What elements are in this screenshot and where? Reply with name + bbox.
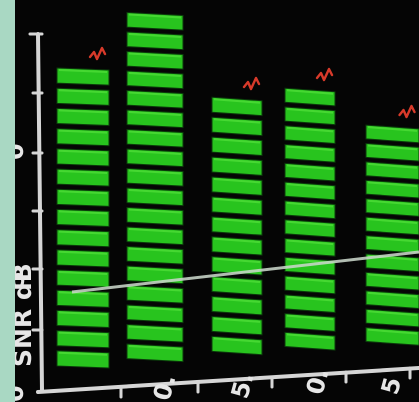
bar-segment-highlight	[367, 144, 418, 151]
bar-5	[365, 124, 419, 346]
x-axis-line	[36, 366, 419, 394]
segmented-bars	[56, 11, 419, 369]
bar-segment-highlight	[286, 277, 334, 283]
bar-segment-highlight	[213, 297, 261, 303]
bar-segment-highlight	[128, 228, 182, 233]
bar-segment-highlight	[213, 118, 261, 124]
bar-segment-highlight	[286, 107, 334, 114]
bar-segment-highlight	[367, 328, 418, 335]
bar-segment-highlight	[213, 317, 261, 323]
bar-segment-highlight	[367, 291, 418, 298]
peak-marker-icon	[242, 76, 261, 91]
reference-threshold-line	[71, 250, 419, 294]
vertical-axis	[28, 32, 44, 393]
bar-segment-highlight	[58, 250, 108, 255]
bar-segment-highlight	[213, 257, 261, 264]
peak-marker-icon	[315, 67, 334, 82]
peak-marker-icon	[88, 46, 107, 61]
y-axis-tick	[28, 32, 44, 332]
bar-segment-highlight	[286, 220, 334, 227]
bar-segment-highlight	[213, 237, 261, 244]
bar-segment-highlight	[286, 314, 334, 321]
bar-segment-highlight	[128, 33, 182, 38]
bar-segment-highlight	[128, 91, 182, 97]
bar-segment-highlight	[128, 169, 182, 175]
bar-segment-highlight	[128, 150, 182, 155]
bar-segment-highlight	[128, 130, 182, 136]
bar-segment-highlight	[367, 236, 418, 243]
bar-segment-highlight	[128, 267, 182, 272]
bar-segment-highlight	[213, 158, 261, 164]
bar-segment-highlight	[128, 72, 182, 77]
bar-segment-highlight	[128, 13, 182, 19]
bar-segment-highlight	[58, 109, 108, 114]
bar-segment-highlight	[58, 291, 108, 296]
peak-markers	[88, 46, 416, 119]
bar-segment-highlight	[58, 331, 108, 336]
bar-segment-highlight	[58, 210, 108, 215]
bar-segment-highlight	[58, 149, 108, 154]
bar-segment-highlight	[213, 217, 261, 224]
bar-3	[211, 96, 263, 356]
bar-segment-highlight	[128, 306, 182, 311]
bar-segment-highlight	[286, 89, 334, 95]
bar-segment-highlight	[213, 197, 261, 204]
bar-segment-highlight	[58, 311, 108, 316]
horizontal-axis	[36, 366, 419, 399]
bar-segment-highlight	[128, 189, 182, 194]
bar-segment-highlight	[128, 111, 182, 116]
bar-segment-highlight	[128, 286, 182, 292]
bar-segment-highlight	[286, 201, 334, 208]
bar-segment-highlight	[128, 345, 182, 350]
bar-segment-highlight	[286, 164, 334, 170]
bar-segment-highlight	[128, 208, 182, 214]
bar-segment-highlight	[58, 170, 108, 174]
bar-2	[126, 11, 184, 363]
y-tick-label-bottom: 0	[1, 385, 29, 402]
bar-segment-highlight	[58, 351, 108, 356]
bar-segment-highlight	[128, 247, 182, 253]
bar-segment-highlight	[58, 271, 108, 275]
bar-segment-highlight	[128, 325, 182, 331]
x-axis-ticks	[119, 366, 412, 399]
bar-segment-highlight	[367, 218, 418, 224]
bar-segment-highlight	[213, 177, 261, 184]
bar-segment-highlight	[367, 273, 418, 280]
y-tick-label-upper: 0	[1, 143, 29, 160]
bar-segment-highlight	[367, 181, 418, 188]
bar-segment-highlight	[213, 138, 261, 144]
bar-segment-highlight	[213, 98, 261, 104]
bar-segment-highlight	[58, 190, 108, 195]
bar-segment-highlight	[58, 230, 108, 235]
bar-segment-highlight	[367, 126, 418, 132]
bar-segment-highlight	[367, 310, 418, 317]
bar-segment-highlight	[128, 52, 182, 58]
bar-segment-highlight	[367, 199, 418, 206]
bar-segment-highlight	[367, 162, 418, 169]
y-tick-label-middle: 5	[2, 271, 30, 288]
bar-segment-highlight	[286, 145, 334, 152]
bar-segment-highlight	[286, 295, 334, 302]
bar-segment-highlight	[213, 277, 261, 284]
bar-segment-highlight	[286, 239, 334, 246]
bar-segment-highlight	[58, 129, 108, 134]
bar-segment-highlight	[286, 183, 334, 189]
bar-segment-highlight	[213, 337, 261, 343]
bar-segment-highlight	[286, 333, 334, 340]
bar-segment-highlight	[58, 69, 108, 73]
axis-title-partial: SNR dB	[8, 263, 37, 367]
bar-segment-highlight	[286, 126, 334, 133]
bar-segment-highlight	[58, 89, 108, 94]
x-tick-label-4: 5	[376, 374, 407, 397]
bar-1	[56, 67, 110, 369]
peak-marker-icon	[398, 104, 416, 119]
